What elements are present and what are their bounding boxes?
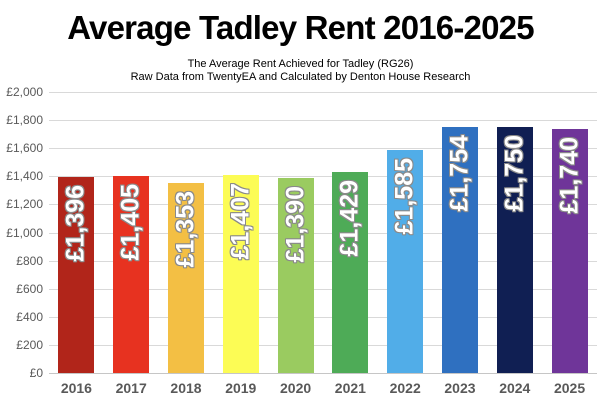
bar-2017: £1,405 xyxy=(113,176,150,373)
bar-2024: £1,750 xyxy=(496,127,533,373)
bar-2023: £1,754 xyxy=(441,127,478,373)
bar-value-label-2016: £1,396 xyxy=(61,185,90,262)
chart-subtitle-line2: Raw Data from TwentyEA and Calculated by… xyxy=(130,71,471,83)
bar-value-label-2023: £1,754 xyxy=(445,135,474,212)
plot-area: £1,396 £1,405 £1,353 £1,407 £1,390 £1,429 £1,5… xyxy=(49,92,597,373)
bar-column-2019: £1,407 xyxy=(213,92,268,373)
bar-column-2020: £1,390 xyxy=(268,92,323,373)
gridline xyxy=(49,120,597,121)
bar-2025: £1,740 xyxy=(551,129,588,373)
bar-value-label-2017: £1,405 xyxy=(116,184,145,261)
y-axis-label: £1,000 xyxy=(6,226,43,240)
x-axis-tick-labels: 2016 2017 2018 2019 2020 2021 2022 2023 2024 2025 xyxy=(49,380,597,396)
x-axis-label-2024: 2024 xyxy=(499,380,531,396)
y-axis-label: £1,400 xyxy=(6,169,43,183)
bar-2018: £1,353 xyxy=(167,183,204,373)
bar-column-2023: £1,754 xyxy=(433,92,488,373)
y-axis-label: £2,000 xyxy=(6,85,43,99)
gridline xyxy=(49,176,597,177)
bar-value-label-2021: £1,429 xyxy=(335,180,364,257)
bar-column-2016: £1,396 xyxy=(49,92,104,373)
x-axis-label-2018: 2018 xyxy=(170,380,202,396)
bar-value-label-2024: £1,750 xyxy=(500,135,529,212)
bar-value-label-2019: £1,407 xyxy=(226,183,255,260)
y-axis-label: £1,600 xyxy=(6,141,43,155)
x-axis-label-2019: 2019 xyxy=(225,380,257,396)
bar-2020: £1,390 xyxy=(277,178,314,373)
y-axis-label: £1,800 xyxy=(6,113,43,127)
bar-value-label-2020: £1,390 xyxy=(281,186,310,263)
bar-column-2025: £1,740 xyxy=(542,92,597,373)
bar-2016: £1,396 xyxy=(58,177,95,373)
gridline xyxy=(49,317,597,318)
gridline xyxy=(49,373,597,374)
x-axis-label-2020: 2020 xyxy=(280,380,312,396)
bar-2019: £1,407 xyxy=(222,175,259,373)
bar-column-2018: £1,353 xyxy=(159,92,214,373)
bar-column-2022: £1,585 xyxy=(378,92,433,373)
x-axis-label-2021: 2021 xyxy=(334,380,366,396)
x-axis-label-2016: 2016 xyxy=(60,380,92,396)
bar-column-2024: £1,750 xyxy=(487,92,542,373)
y-axis-label: £600 xyxy=(16,282,43,296)
bar-value-label-2018: £1,353 xyxy=(171,191,200,268)
gridline xyxy=(49,261,597,262)
chart-title: Average Tadley Rent 2016-2025 xyxy=(67,9,534,46)
x-axis-label-2017: 2017 xyxy=(115,380,147,396)
y-axis-label: £200 xyxy=(16,338,43,352)
gridline xyxy=(49,204,597,205)
chart-subtitle-line1: The Average Rent Achieved for Tadley (RG… xyxy=(187,58,414,70)
gridline xyxy=(49,345,597,346)
bar-value-label-2025: £1,740 xyxy=(555,137,584,214)
y-axis-label: £800 xyxy=(16,254,43,268)
gridline xyxy=(49,92,597,93)
gridline xyxy=(49,148,597,149)
gridline xyxy=(49,233,597,234)
bar-2022: £1,585 xyxy=(387,150,424,373)
bar-value-label-2022: £1,585 xyxy=(390,158,419,235)
x-axis-label-2025: 2025 xyxy=(553,380,586,396)
y-axis-label: £1,200 xyxy=(6,197,43,211)
bar-column-2021: £1,429 xyxy=(323,92,378,373)
bar-2021: £1,429 xyxy=(332,172,369,373)
gridline xyxy=(49,289,597,290)
x-axis-label-2022: 2022 xyxy=(389,380,421,396)
y-axis-label: £0 xyxy=(29,366,43,380)
y-axis-label: £400 xyxy=(16,310,43,324)
x-axis-label-2023: 2023 xyxy=(444,380,476,396)
bar-column-2017: £1,405 xyxy=(104,92,159,373)
